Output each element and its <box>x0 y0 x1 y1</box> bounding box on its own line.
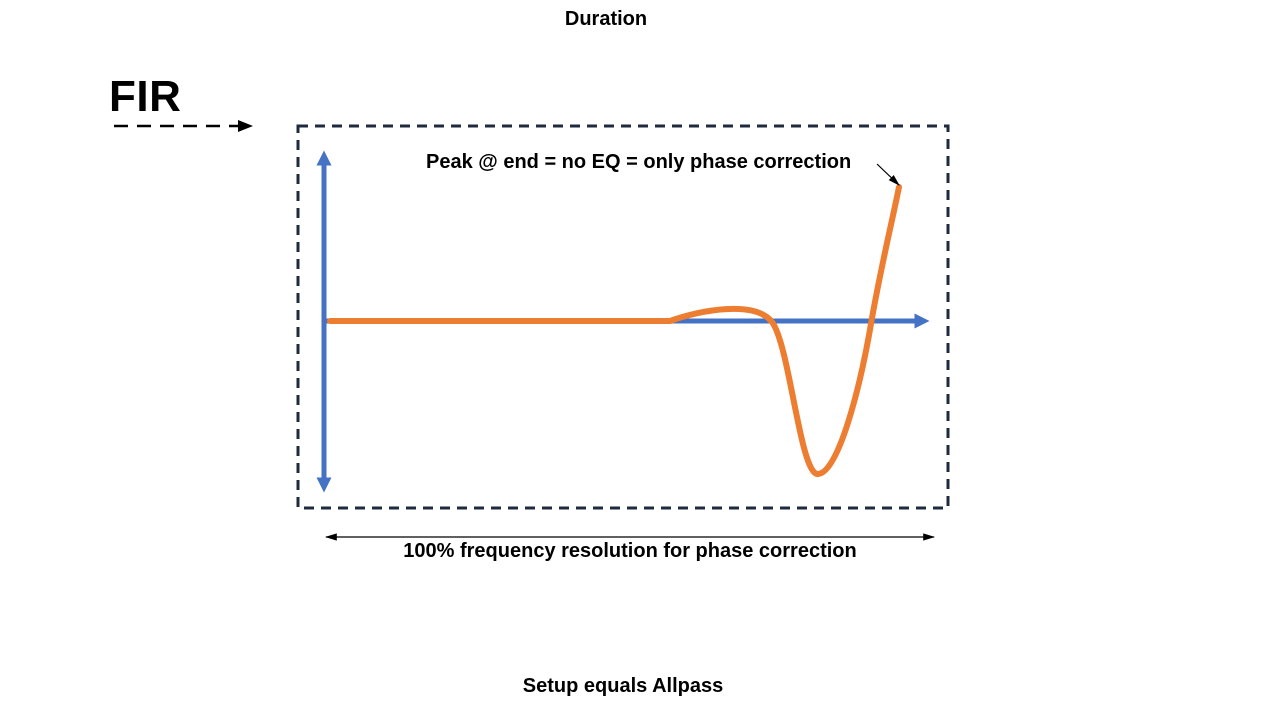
impulse-response-curve <box>327 184 902 477</box>
impulse-frame <box>296 124 950 510</box>
peak-pointer-arrow <box>876 163 900 186</box>
footer-caption: Setup equals Allpass <box>522 675 724 697</box>
resolution-caption: 100% frequency resolution for phase corr… <box>403 540 857 562</box>
fir-label: FIR <box>109 72 182 121</box>
slide-title: Duration <box>564 8 648 30</box>
peak-annotation: Peak @ end = no EQ = only phase correcti… <box>426 151 852 173</box>
